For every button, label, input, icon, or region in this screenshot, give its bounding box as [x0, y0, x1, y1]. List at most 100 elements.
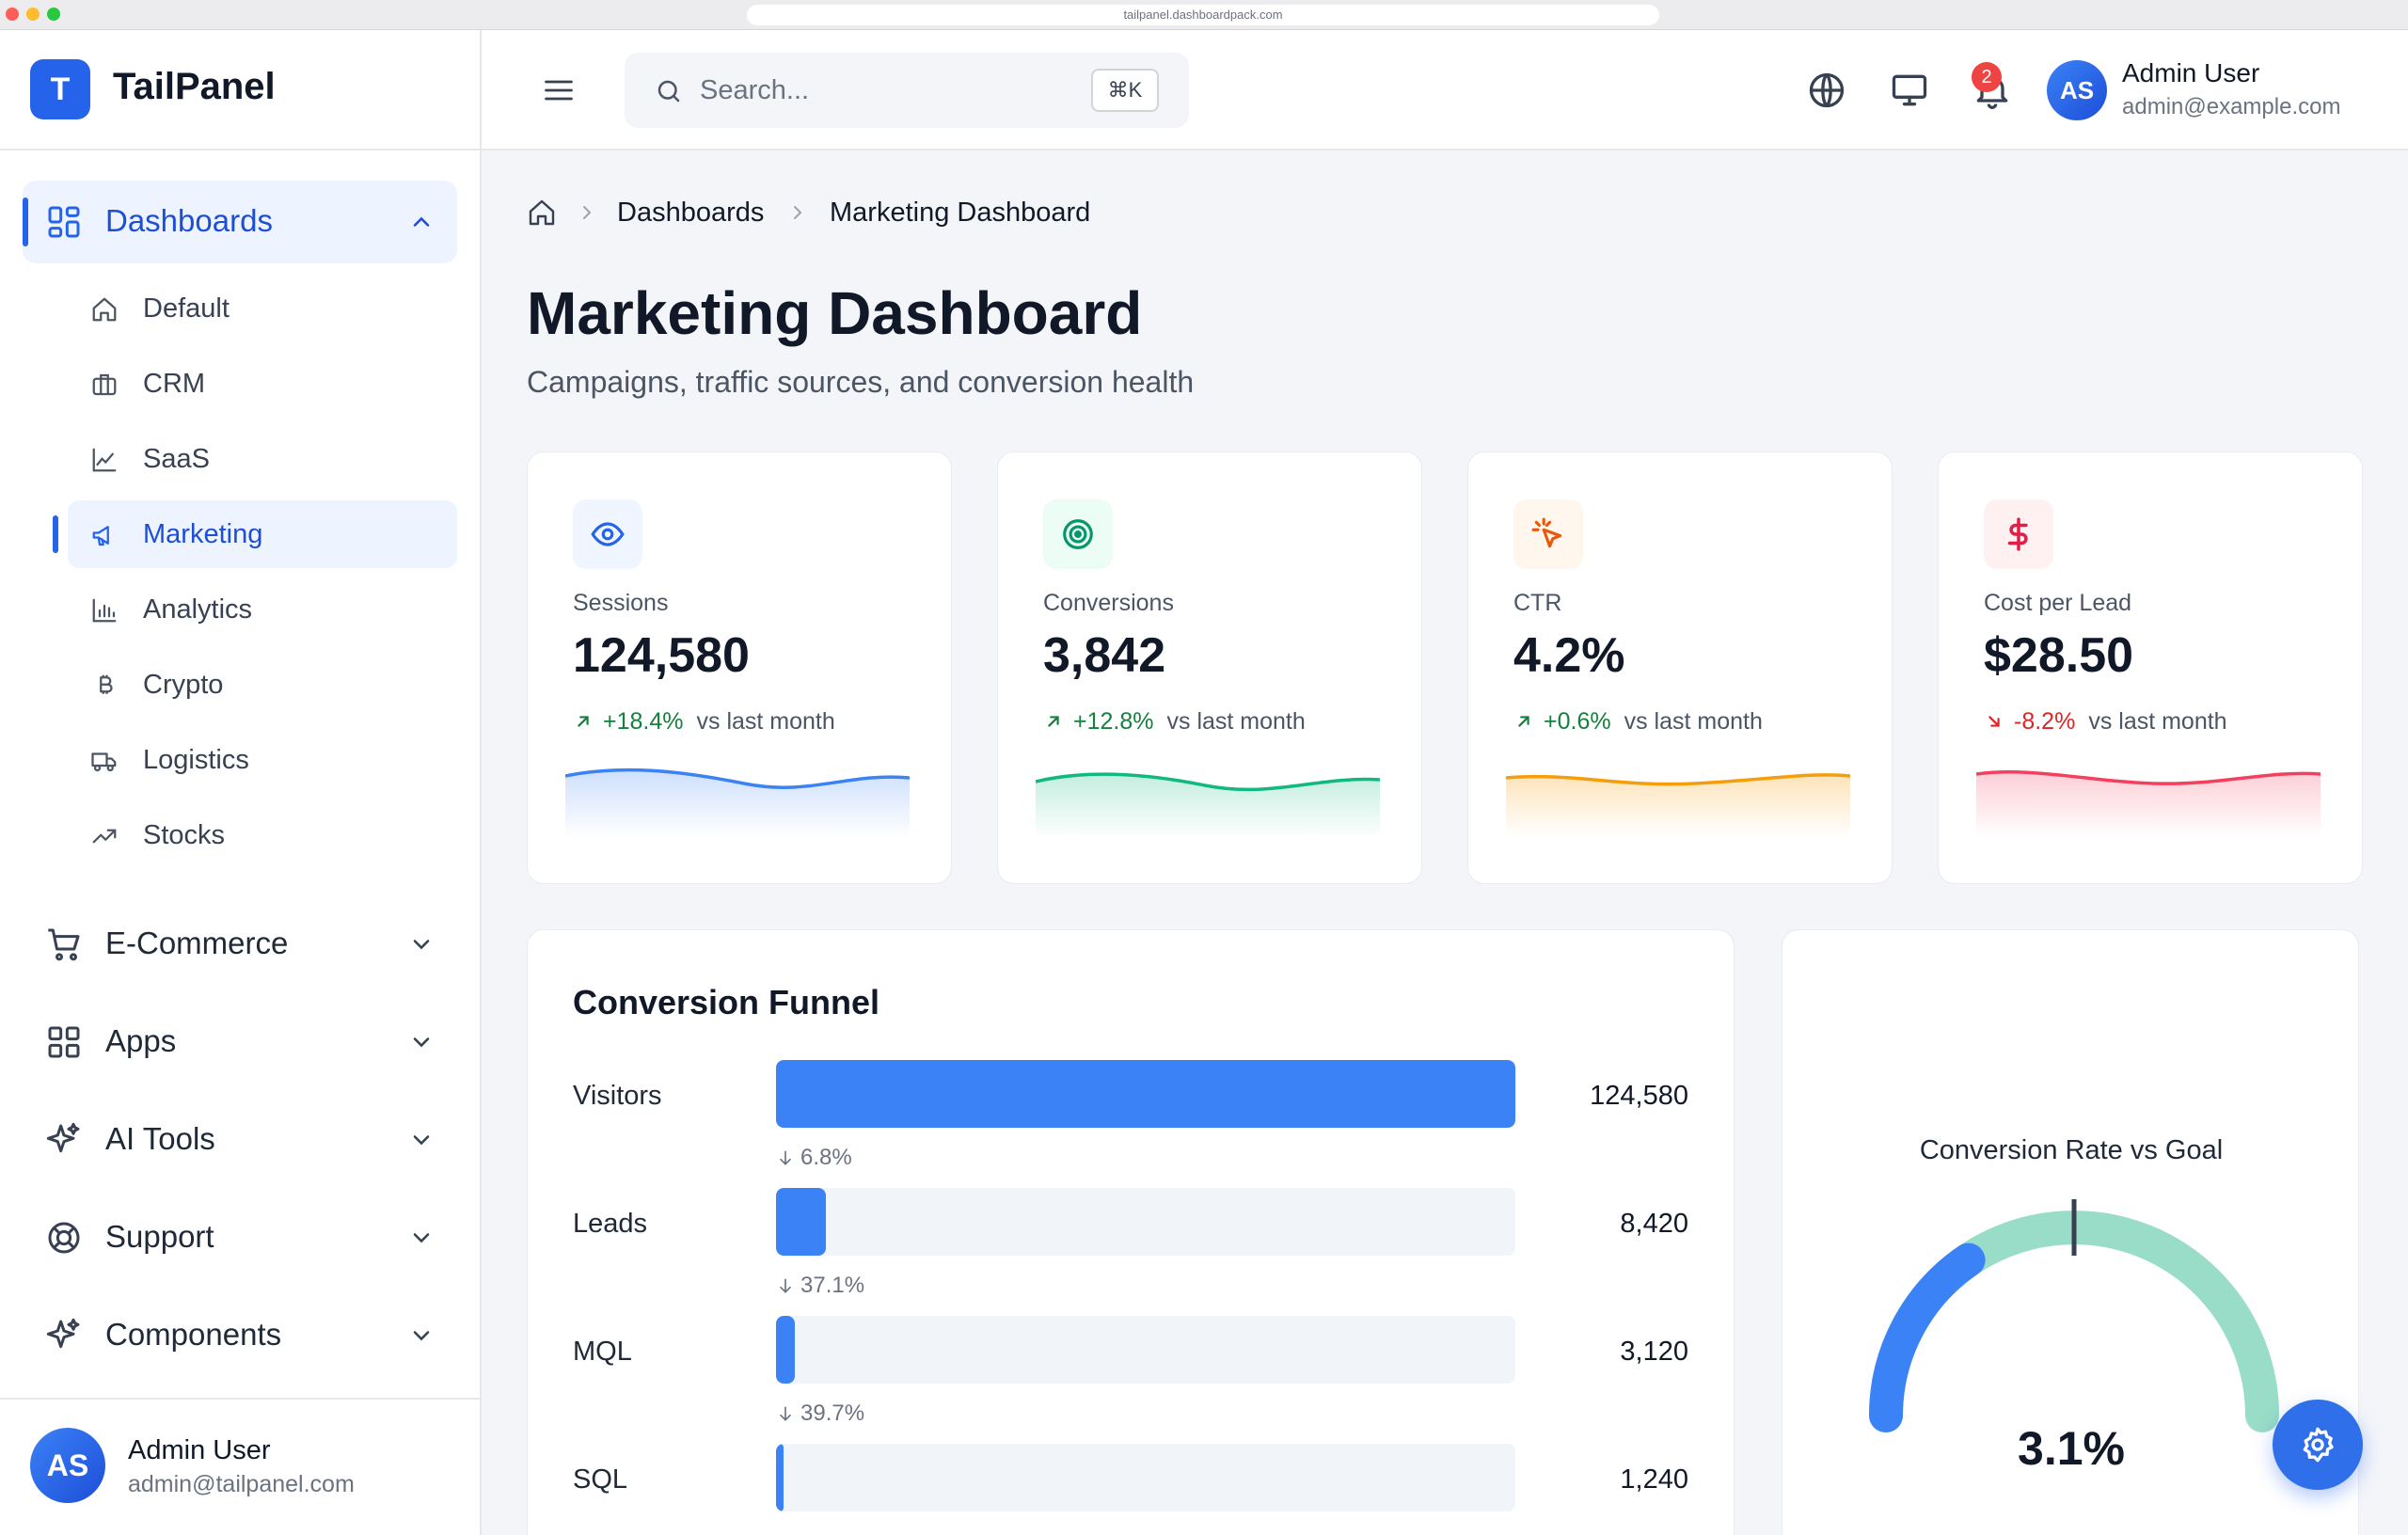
truck-icon [91, 752, 117, 772]
funnel-bar-track [776, 1060, 1515, 1128]
funnel-stage-value: 1,240 [1620, 1464, 1688, 1495]
sidebar-item-label: SaaS [143, 444, 210, 474]
funnel-bar [776, 1060, 1515, 1128]
window-maximize-button[interactable] [47, 8, 60, 21]
stat-delta: +18.4% [603, 708, 684, 735]
cart-icon [48, 928, 80, 961]
target-icon [1063, 519, 1093, 549]
chevron-down-icon [413, 1135, 430, 1146]
stat-trend: +18.4% vs last month [573, 708, 835, 736]
sidebar-item-label: Logistics [143, 745, 249, 775]
sidebar-group-apps[interactable]: Apps [23, 1001, 457, 1084]
search-input[interactable] [700, 70, 1057, 111]
sparkles-icon [46, 1122, 80, 1153]
gear-icon [2303, 1427, 2334, 1463]
funnel-dropoff-value: 6.8% [800, 1145, 852, 1170]
stat-card-sessions: Sessions 124,580 +18.4% vs last month [527, 451, 952, 884]
user-email: admin@tailpanel.com [128, 1471, 355, 1497]
search-icon [657, 80, 680, 103]
user-name: Admin User [128, 1435, 271, 1465]
stat-icon-box [1513, 499, 1583, 569]
stat-compare: vs last month [1624, 708, 1763, 735]
address-bar[interactable]: tailpanel.dashboardpack.com [747, 5, 1659, 25]
user-email: admin@example.com [2122, 94, 2341, 119]
search-box[interactable]: ⌘K [625, 53, 1189, 128]
sidebar-item-logistics[interactable]: Logistics [68, 726, 457, 794]
sidebar-group-label: Apps [105, 1023, 177, 1058]
user-name: Admin User [2122, 58, 2260, 87]
sidebar-item-label: Crypto [143, 670, 224, 700]
chevron-down-icon [413, 1331, 430, 1341]
sidebar-item-stocks[interactable]: Stocks [68, 801, 457, 869]
sidebar-group-components[interactable]: Components [23, 1294, 457, 1377]
stat-compare: vs last month [2088, 708, 2227, 735]
sidebar-item-label: Marketing [143, 519, 263, 549]
funnel-stage-value: 8,420 [1620, 1209, 1688, 1239]
stat-trend: -8.2% vs last month [1984, 708, 2227, 736]
stat-value: $28.50 [1984, 628, 2134, 683]
sidebar-item-crypto[interactable]: Crypto [68, 651, 457, 719]
funnel-bar [776, 1316, 795, 1384]
sidebar-group-dashboards[interactable]: Dashboards [23, 181, 457, 263]
sidebar-group-label: AI Tools [105, 1121, 215, 1156]
page-subtitle: Campaigns, traffic sources, and conversi… [527, 365, 1195, 399]
sparkline [565, 768, 910, 838]
dollar-icon [2007, 517, 2028, 551]
stat-delta: +0.6% [1544, 708, 1611, 735]
notification-badge: 2 [1972, 62, 2002, 92]
sidebar-group-ecommerce[interactable]: E-Commerce [23, 903, 457, 986]
menu-icon[interactable] [542, 73, 576, 107]
sidebar-user-card[interactable]: AS Admin User admin@tailpanel.com [0, 1398, 480, 1535]
chevron-up-icon [413, 216, 430, 227]
gauge-value: 3.1% [2018, 1422, 2125, 1475]
funnel-bar [776, 1188, 827, 1256]
monitor-icon[interactable] [1889, 70, 1930, 111]
trending-up-icon [92, 829, 117, 844]
breadcrumb-current: Marketing Dashboard [830, 198, 1091, 228]
stat-icon-box [1984, 499, 2053, 569]
sidebar-item-default[interactable]: Default [68, 275, 457, 342]
panel-title: Conversion Funnel [573, 983, 880, 1021]
home-icon [92, 297, 117, 322]
chevron-right-icon [583, 206, 592, 219]
funnel-dropoff: 37.1% [776, 1273, 864, 1299]
arrow-down-icon [780, 1406, 791, 1421]
stat-icon-box [1043, 499, 1113, 569]
brand-logo: T [30, 59, 90, 119]
stat-card-conversions: Conversions 3,842 +12.8% vs last month [997, 451, 1422, 884]
stat-delta: +12.8% [1073, 708, 1154, 735]
globe-icon[interactable] [1806, 70, 1847, 111]
avatar: AS [30, 1428, 105, 1503]
grid-icon [48, 1026, 80, 1058]
sidebar-group-label: Dashboards [105, 203, 273, 238]
conversion-gauge-panel: Conversion Rate vs Goal 3.1% [1782, 929, 2359, 1535]
arrow-down-icon [780, 1278, 791, 1293]
sidebar-item-crm[interactable]: CRM [68, 350, 457, 418]
arrow-up-right-icon [1518, 716, 1529, 727]
sidebar-group-support[interactable]: Support [23, 1196, 457, 1279]
funnel-bar [776, 1444, 784, 1511]
conversion-funnel-panel: Conversion Funnel Visitors 124,580 6.8% … [527, 929, 1735, 1535]
sparkles-icon [46, 1318, 80, 1349]
breadcrumb-link[interactable]: Dashboards [617, 198, 765, 228]
funnel-stage-label: Leads [573, 1209, 648, 1239]
sparkline [1976, 770, 2321, 838]
home-icon[interactable] [527, 198, 557, 228]
avatar[interactable]: AS [2047, 60, 2107, 120]
brand[interactable]: T TailPanel [0, 30, 480, 150]
briefcase-icon [92, 373, 117, 396]
funnel-dropoff-value: 37.1% [800, 1273, 865, 1298]
sidebar-group-label: Components [105, 1317, 282, 1352]
sidebar-group-ai-tools[interactable]: AI Tools [23, 1099, 457, 1181]
sidebar-item-marketing[interactable]: Marketing [53, 500, 457, 568]
sidebar-item-analytics[interactable]: Analytics [68, 576, 457, 643]
stat-label: CTR [1513, 590, 1562, 616]
funnel-stage-label: MQL [573, 1337, 632, 1367]
sidebar-item-saas[interactable]: SaaS [68, 425, 457, 493]
window-close-button[interactable] [6, 8, 19, 21]
stat-icon-box [573, 499, 642, 569]
arrow-up-right-icon [578, 716, 589, 727]
bitcoin-icon [100, 674, 113, 694]
window-minimize-button[interactable] [26, 8, 40, 21]
settings-fab-button[interactable] [2273, 1400, 2363, 1490]
